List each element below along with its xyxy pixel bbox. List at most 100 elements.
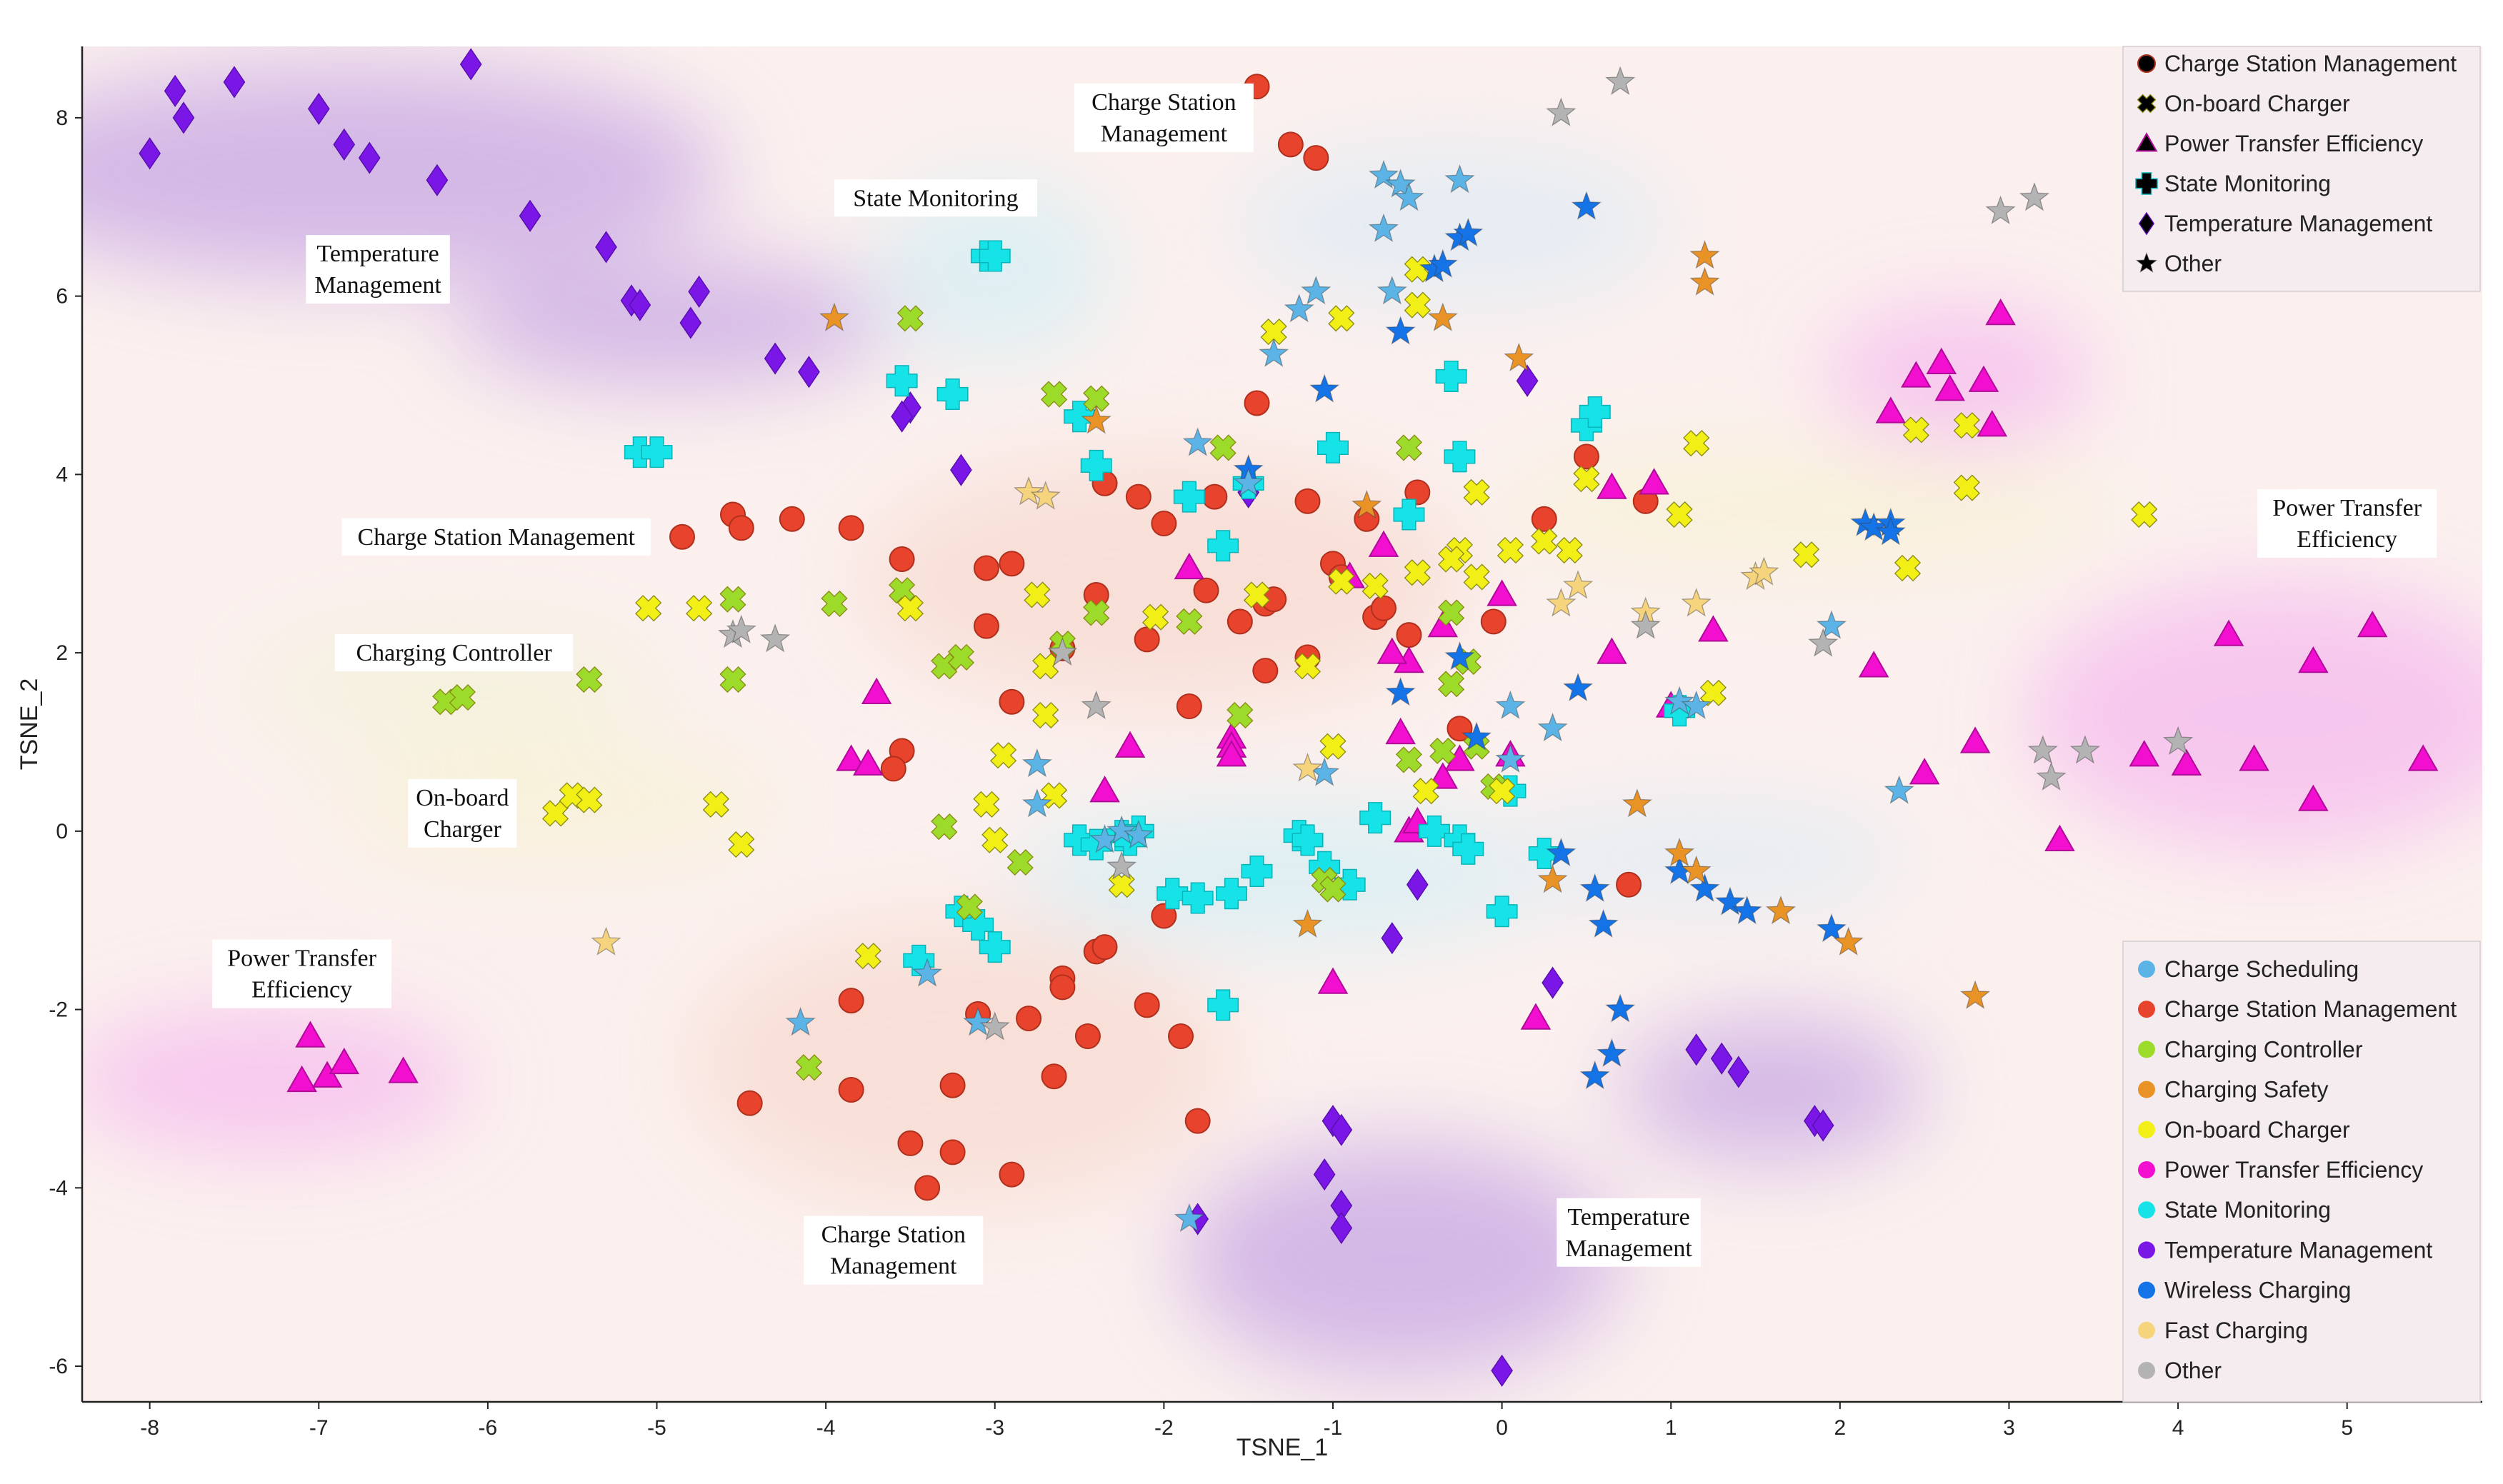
point-charging-safety (1292, 908, 1323, 938)
point-state-monitoring (1292, 824, 1324, 856)
point-power-transfer-efficiency (388, 1056, 419, 1083)
point-other (2069, 735, 2101, 764)
point-charge-station-management (1573, 443, 1599, 470)
x-tick-label: 0 (1496, 1416, 1508, 1440)
x-tick-label: -1 (1324, 1416, 1343, 1440)
point-power-transfer-efficiency (1901, 361, 1932, 388)
series-fast-charging (591, 476, 1779, 956)
point-charging-safety (1689, 240, 1720, 269)
point-charging-controller (821, 590, 848, 618)
point-on-board-charger (1699, 679, 1727, 706)
point-on-board-charger (1032, 701, 1059, 729)
point-charge-station-management (1277, 131, 1304, 158)
point-state-monitoring (1579, 396, 1611, 428)
point-charge-station-management (1134, 626, 1160, 653)
point-on-board-charger (1573, 466, 1600, 493)
point-charge-station-management (1294, 488, 1321, 514)
legend-color-swatch-fast-charging (2138, 1321, 2155, 1339)
point-state-monitoring (1334, 868, 1366, 901)
point-on-board-charger (1319, 733, 1347, 760)
x-tick-label: -5 (647, 1416, 666, 1440)
x-tick-label: -2 (1154, 1416, 1174, 1440)
region-temperature-management (82, 64, 724, 279)
point-fast-charging (591, 926, 621, 956)
cluster-label: Charge Station Management (804, 1215, 984, 1285)
point-temperature-management (1542, 966, 1564, 999)
point-charge-station-management (1176, 693, 1202, 720)
legend-shape-plus-icon (2135, 172, 2158, 195)
region-wireless-charging (1231, 144, 1672, 306)
point-charge-scheduling (1123, 819, 1154, 849)
point-temperature-management (1812, 1109, 1834, 1142)
x-tick-label: 2 (1834, 1416, 1847, 1440)
point-on-board-charger (1243, 581, 1271, 608)
point-other (2162, 726, 2194, 756)
cluster-label-box (212, 939, 392, 1008)
point-temperature-management (1516, 364, 1539, 397)
region-temperature-management (1181, 1143, 1621, 1375)
shape-legend: Charge Station Management On-board Charge… (2122, 46, 2481, 292)
cluster-label: Charge Station Management (341, 518, 651, 556)
point-temperature-management (764, 342, 786, 375)
point-temperature-management (519, 199, 541, 232)
cluster-label-box (306, 235, 450, 304)
point-charging-safety (1765, 895, 1797, 925)
point-other (1630, 610, 1661, 639)
y-tick-label: -4 (49, 1176, 68, 1200)
cluster-label-box (334, 634, 574, 672)
y-tick-label: 2 (56, 641, 68, 665)
point-temperature-management (629, 289, 651, 321)
point-temperature-management (172, 101, 195, 134)
point-charge-scheduling (1495, 743, 1526, 773)
point-charge-scheduling (962, 1007, 994, 1036)
legend-color-label: On-board Charger (2164, 1117, 2350, 1143)
point-temperature-management (1710, 1042, 1733, 1075)
point-charging-safety (1959, 980, 1991, 1009)
legend-shape-x-icon (2137, 94, 2157, 114)
point-fast-charging (1681, 588, 1712, 617)
legend-color-label: Charging Safety (2164, 1077, 2328, 1103)
cluster-label-text: Charging Controller (356, 640, 552, 666)
point-on-board-charger (1032, 653, 1059, 680)
point-temperature-management (223, 66, 246, 99)
legend-color-label: Fast Charging (2164, 1318, 2308, 1343)
point-on-board-charger (1404, 256, 1431, 283)
point-on-board-charger (854, 943, 881, 970)
point-charge-scheduling (1444, 164, 1475, 194)
cluster-label-text: Charger (424, 816, 502, 843)
point-charge-station-management (1480, 608, 1507, 635)
point-charging-safety (1537, 864, 1568, 893)
point-on-board-charger (1260, 318, 1287, 346)
point-charging-controller (1006, 848, 1034, 876)
x-tick-label: -4 (816, 1416, 836, 1440)
point-charge-station-management (1049, 974, 1076, 1001)
point-charge-scheduling (785, 1007, 816, 1036)
point-state-monitoring (1064, 401, 1096, 433)
point-fast-charging (1292, 753, 1323, 782)
legend-shape-label: Charge Station Management (2164, 51, 2457, 76)
point-temperature-management (459, 48, 482, 81)
point-charging-controller (576, 666, 603, 693)
point-power-transfer-efficiency (1427, 762, 1459, 789)
point-temperature-management (1491, 1354, 1513, 1387)
point-temperature-management (950, 453, 972, 486)
x-tick-label: 1 (1665, 1416, 1677, 1440)
point-on-board-charger (1894, 554, 1922, 582)
cluster-label: Power Transfer Efficiency (212, 939, 392, 1008)
point-state-monitoring (1156, 878, 1189, 910)
point-charge-scheduling (1182, 427, 1213, 456)
point-charge-scheduling (1174, 1203, 1205, 1233)
series-charging-controller (432, 305, 1507, 1081)
point-charge-station-management (999, 551, 1025, 577)
point-power-transfer-efficiency (1985, 299, 2016, 326)
point-other (2027, 735, 2058, 764)
point-power-transfer-efficiency (1597, 637, 1627, 664)
point-charging-controller (896, 305, 924, 332)
region-charge-station-management (859, 456, 1469, 707)
point-other (2019, 182, 2050, 211)
point-wireless-charging (1714, 886, 1746, 916)
region-state-monitoring (1011, 804, 1553, 948)
cluster-label: Charge Station Management (1074, 83, 1254, 152)
point-charge-scheduling (1385, 169, 1416, 198)
point-wireless-charging (1588, 908, 1619, 938)
